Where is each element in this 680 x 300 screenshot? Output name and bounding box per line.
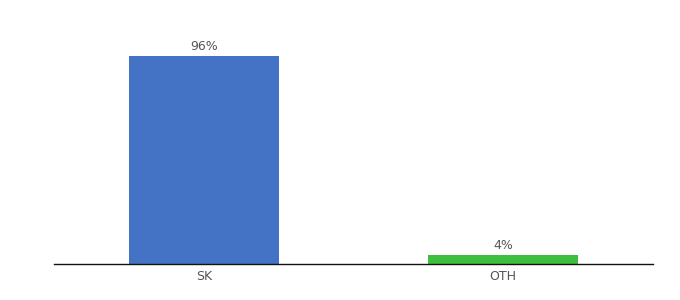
Bar bbox=[129, 56, 279, 264]
Bar bbox=[428, 255, 578, 264]
Text: 4%: 4% bbox=[493, 239, 513, 252]
Text: 96%: 96% bbox=[190, 40, 218, 53]
